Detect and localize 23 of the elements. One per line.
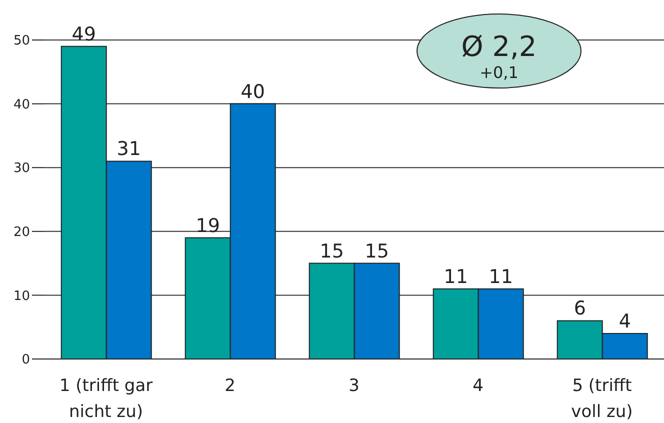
y-tick-label: 20 bbox=[13, 225, 30, 240]
ellipse-callout: Ø 2,2 +0,1 bbox=[415, 12, 583, 90]
y-tick-label: 40 bbox=[13, 97, 30, 112]
annotation: Ø 2,2 bbox=[461, 30, 537, 63]
y-tick-label: 50 bbox=[13, 34, 30, 49]
data-label: 11 bbox=[444, 266, 468, 288]
y-tick-label: 0 bbox=[22, 352, 30, 368]
y-tick-label: 10 bbox=[13, 288, 30, 304]
y-tick-label: 30 bbox=[13, 161, 30, 176]
data-label: 4 bbox=[618, 310, 631, 332]
x-tick-label: 2 bbox=[224, 376, 236, 396]
x-tick-label: 3 bbox=[348, 376, 360, 396]
x-tick-label: 1 (trifft gar nicht zu) bbox=[59, 376, 153, 422]
data-label: 19 bbox=[196, 214, 220, 237]
x-tick-label: 5 (trifft voll zu) bbox=[571, 376, 633, 422]
data-label: 15 bbox=[364, 240, 389, 262]
data-label: 15 bbox=[320, 240, 344, 262]
data-label: 11 bbox=[488, 266, 513, 288]
data-label: 31 bbox=[116, 138, 141, 160]
x-tick-label: 4 bbox=[472, 376, 484, 396]
annotation: +0,1 bbox=[480, 63, 518, 82]
data-label: 6 bbox=[574, 298, 586, 320]
data-label: 40 bbox=[240, 80, 265, 103]
